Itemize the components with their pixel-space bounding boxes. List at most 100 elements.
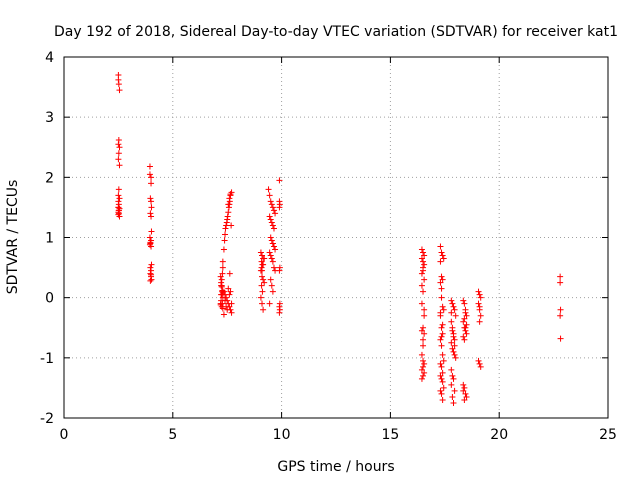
data-point <box>475 300 482 307</box>
data-point <box>438 390 445 397</box>
data-point <box>450 303 457 310</box>
data-point <box>450 375 457 382</box>
data-point <box>476 318 483 325</box>
data-point <box>421 276 428 283</box>
data-point <box>438 342 445 349</box>
data-point <box>219 264 226 271</box>
data-point <box>437 387 444 394</box>
data-point <box>461 384 468 391</box>
data-point <box>438 285 445 292</box>
data-point <box>220 311 227 318</box>
data-point <box>421 369 428 376</box>
data-point <box>257 249 264 256</box>
axis-ticks <box>63 56 609 419</box>
data-point <box>418 375 425 382</box>
data-point <box>268 282 275 289</box>
data-point <box>270 264 277 271</box>
data-point <box>461 315 468 322</box>
data-point <box>440 255 447 262</box>
data-point <box>219 305 226 312</box>
data-point <box>116 87 123 94</box>
data-point <box>439 252 446 259</box>
data-point <box>267 216 274 223</box>
data-point <box>462 390 469 397</box>
data-point <box>115 192 122 199</box>
data-point <box>146 171 153 178</box>
data-point <box>476 291 483 298</box>
data-point <box>449 327 456 334</box>
data-point <box>421 306 428 313</box>
data-point <box>225 201 232 208</box>
data-point <box>418 327 425 334</box>
data-point <box>420 258 427 265</box>
data-point <box>418 282 425 289</box>
data-point <box>439 303 446 310</box>
data-point <box>448 309 455 316</box>
data-point <box>225 209 232 216</box>
data-point <box>460 387 467 394</box>
data-point <box>147 239 154 246</box>
data-point <box>438 273 445 280</box>
data-point <box>268 219 275 226</box>
data-point <box>219 258 226 265</box>
data-point <box>451 306 458 313</box>
data-point <box>460 381 467 388</box>
data-point <box>221 237 228 244</box>
data-point <box>451 342 458 349</box>
data-point <box>461 396 468 403</box>
data-point <box>438 249 445 256</box>
data-point <box>438 375 445 382</box>
data-point <box>267 234 274 241</box>
data-point <box>418 300 425 307</box>
data-point <box>227 288 234 295</box>
data-point <box>222 231 229 238</box>
data-point <box>223 303 230 310</box>
data-point <box>439 396 446 403</box>
chart-title: Day 192 of 2018, Sidereal Day-to-day VTE… <box>54 24 618 40</box>
data-point <box>461 300 468 307</box>
data-point <box>452 312 459 319</box>
data-point <box>267 252 274 259</box>
data-point <box>476 303 483 310</box>
data-point <box>224 213 231 220</box>
data-point <box>258 258 265 265</box>
data-point <box>267 276 274 283</box>
data-point <box>448 381 455 388</box>
data-point <box>421 252 428 259</box>
data-point <box>115 156 122 163</box>
data-point <box>276 309 283 316</box>
data-point <box>475 357 482 364</box>
data-point <box>116 144 123 151</box>
data-point <box>218 276 225 283</box>
data-point <box>420 363 427 370</box>
data-point <box>258 264 265 271</box>
data-point <box>462 309 469 316</box>
data-point <box>439 330 446 337</box>
data-point <box>266 213 273 220</box>
data-point <box>268 255 275 262</box>
data-point <box>270 225 277 232</box>
data-point <box>146 163 153 170</box>
data-point <box>269 204 276 211</box>
x-tick-label: 20 <box>490 427 508 443</box>
data-point <box>266 300 273 307</box>
data-point <box>420 336 427 343</box>
data-point <box>438 294 445 301</box>
data-point <box>276 177 283 184</box>
data-point <box>148 271 155 278</box>
data-point <box>115 141 122 148</box>
data-point <box>439 369 446 376</box>
data-point <box>226 195 233 202</box>
data-point <box>259 288 266 295</box>
data-point <box>420 324 427 331</box>
x-tick-label: 10 <box>273 427 291 443</box>
data-point <box>448 318 455 325</box>
data-point <box>270 243 277 250</box>
data-point <box>269 258 276 265</box>
data-point <box>477 294 484 301</box>
data-point <box>115 150 122 157</box>
data-point <box>266 249 273 256</box>
data-point <box>272 246 279 253</box>
data-point <box>148 228 155 235</box>
